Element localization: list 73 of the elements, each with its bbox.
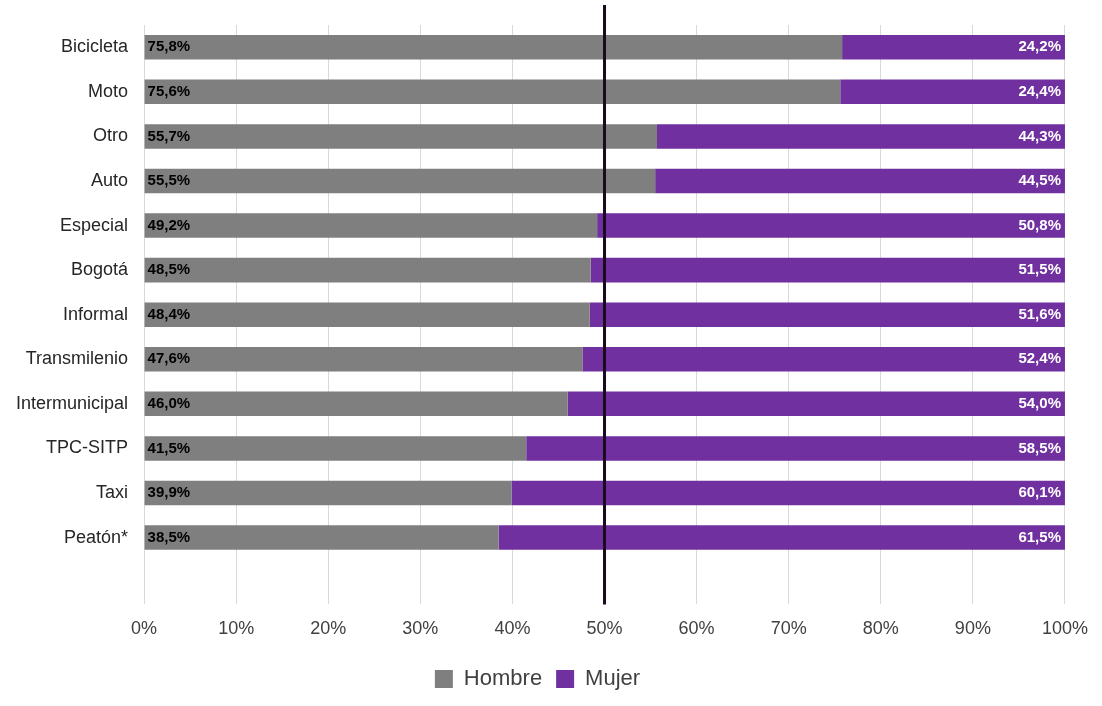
x-tick-label: 10% <box>218 618 255 639</box>
x-tick-label: 20% <box>310 618 347 639</box>
x-tick-label: 50% <box>586 618 623 639</box>
bar <box>144 213 598 238</box>
x-tick-label: 80% <box>862 618 899 639</box>
bar <box>144 79 841 105</box>
data-label: 24,2% <box>1018 37 1061 55</box>
bar <box>498 525 1065 550</box>
bar <box>526 436 1065 461</box>
data-label: 51,6% <box>1018 304 1061 322</box>
bar <box>567 391 1065 417</box>
bar <box>597 213 1065 238</box>
bar <box>144 436 527 461</box>
y-tick-label: Otro <box>93 125 129 146</box>
y-tick-label: Informal <box>63 303 129 324</box>
data-label: 54,0% <box>1018 393 1061 411</box>
data-label: 75,6% <box>147 81 191 99</box>
x-tick-label: 0% <box>131 618 158 639</box>
y-tick-label: Transmilenio <box>25 348 129 369</box>
bar <box>144 302 590 327</box>
bar <box>144 391 568 417</box>
data-label: 51,5% <box>1018 260 1061 278</box>
y-tick-label: Bicicleta <box>61 36 130 57</box>
y-tick-label: Peatón* <box>63 526 129 547</box>
data-label: 48,4% <box>147 304 191 322</box>
data-label: 44,3% <box>1018 126 1061 144</box>
bar <box>144 124 658 149</box>
data-label: 58,5% <box>1018 438 1061 456</box>
data-label: 39,9% <box>147 483 191 501</box>
bar <box>144 168 656 194</box>
bar <box>590 257 1065 283</box>
data-label: 49,2% <box>147 215 191 233</box>
legend-label: Mujer <box>585 665 641 691</box>
bar <box>511 480 1065 506</box>
data-label: 38,5% <box>147 527 191 545</box>
x-tick-label: 100% <box>1041 618 1088 639</box>
x-tick-label: 40% <box>494 618 531 639</box>
data-label: 61,5% <box>1018 527 1061 545</box>
data-label: 24,4% <box>1018 81 1061 99</box>
data-label: 46,0% <box>147 393 191 411</box>
bar <box>144 35 843 60</box>
data-label: 55,5% <box>147 171 191 189</box>
y-tick-label: Taxi <box>96 481 129 502</box>
bar <box>144 347 583 372</box>
data-label: 44,5% <box>1018 171 1061 189</box>
data-label: 55,7% <box>147 126 191 144</box>
y-tick-label: Moto <box>88 80 129 101</box>
x-tick-label: 30% <box>402 618 439 639</box>
y-tick-label: Especial <box>60 214 129 235</box>
data-label: 48,5% <box>147 260 191 278</box>
x-tick-label: 90% <box>954 618 991 639</box>
bar <box>840 79 1065 105</box>
bar <box>144 525 499 550</box>
y-tick-label: Bogotá <box>70 259 130 280</box>
bar <box>144 480 512 506</box>
data-label: 41,5% <box>147 438 191 456</box>
data-label: 75,8% <box>147 37 191 55</box>
y-tick-label: Auto <box>91 169 129 190</box>
data-label: 50,8% <box>1018 215 1061 233</box>
y-tick-label: Intermunicipal <box>15 392 129 413</box>
legend-label: Hombre <box>463 665 543 691</box>
x-tick-label: 60% <box>678 618 715 639</box>
bar <box>655 168 1065 194</box>
bar <box>582 347 1065 372</box>
bar <box>657 124 1065 149</box>
bar <box>589 302 1065 327</box>
data-label: 60,1% <box>1018 483 1061 501</box>
bar <box>842 35 1065 60</box>
x-tick-label: 70% <box>770 618 807 639</box>
data-label: 47,6% <box>147 349 191 367</box>
bar <box>144 257 591 283</box>
y-tick-label: TPC-SITP <box>46 437 129 458</box>
data-label: 52,4% <box>1018 349 1061 367</box>
